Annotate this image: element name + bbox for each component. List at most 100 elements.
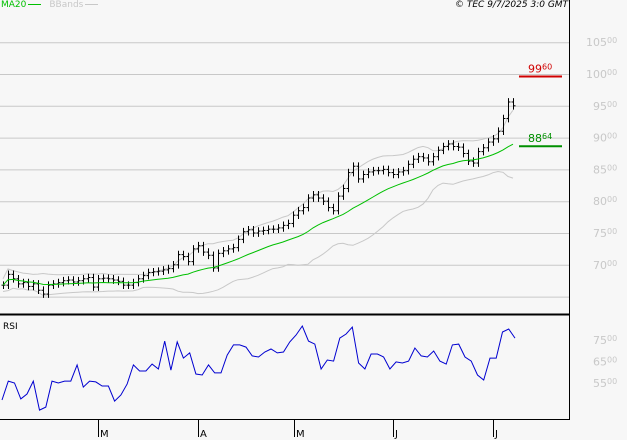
rsi-axis-label: 5500: [593, 377, 617, 390]
level-markers: 9960 8864: [519, 63, 562, 148]
price-bar: [181, 250, 186, 261]
price-bar: [206, 248, 211, 260]
lower-band: [2, 170, 514, 296]
price-bar: [136, 274, 141, 287]
legend: MA20 BBands: [1, 0, 99, 10]
price-bar: [261, 226, 266, 235]
price-axis-label-sup: 00: [607, 195, 617, 204]
price-axis-label-main: 90: [593, 132, 607, 145]
price-bar: [156, 267, 161, 276]
price-bar: [251, 226, 256, 237]
price-bar: [476, 147, 481, 167]
price-bar: [411, 155, 416, 169]
price-bar: [276, 224, 281, 233]
price-bar: [241, 227, 246, 244]
price-bar: [236, 235, 241, 252]
price-bar: [361, 170, 366, 183]
price-bar: [506, 98, 511, 123]
price-bar: [491, 135, 496, 146]
price-bar: [366, 168, 371, 179]
price-bar: [341, 184, 346, 200]
support-label-main: 88: [528, 132, 542, 145]
price-bar: [106, 274, 111, 283]
price-axis-label-main: 85: [593, 163, 607, 176]
copyright-text: © TEC 9/7/2025 3:0 GMT: [455, 0, 569, 10]
price-bar: [246, 226, 251, 236]
rsi-line: [1, 324, 516, 411]
price-bar: [496, 127, 501, 143]
price-bar: [221, 246, 226, 258]
legend-ma20: MA20: [1, 0, 42, 10]
price-bar: [331, 203, 336, 215]
rsi-title: RSI: [3, 322, 18, 332]
price-bar: [301, 203, 306, 215]
price-bar: [431, 152, 436, 166]
price-bar: [271, 225, 276, 233]
upper-band: [2, 109, 514, 280]
legend-bbands-label: BBands: [49, 0, 84, 10]
price-bar: [211, 251, 216, 272]
price-bar: [146, 268, 151, 280]
price-bar: [11, 270, 16, 283]
price-bar: [231, 243, 236, 253]
price-bar: [436, 146, 441, 161]
price-bar: [66, 276, 71, 285]
month-label: J: [394, 429, 398, 440]
price-bar: [256, 227, 261, 237]
price-bar: [351, 162, 356, 177]
price-axis-label: 9000: [593, 132, 617, 145]
price-bar: [446, 140, 451, 151]
price-bar: [421, 152, 426, 162]
rsi-axis-label: 6500: [593, 356, 617, 369]
support-label: 8864: [528, 132, 552, 145]
price-bar: [386, 165, 391, 177]
rsi-axis-label-main: 75: [593, 334, 607, 347]
price-bar: [171, 260, 176, 273]
price-axis-label-main: 105: [586, 36, 607, 49]
rsi-axis-label-sup: 00: [607, 356, 617, 365]
ma20-line: [2, 143, 514, 286]
price-bars: [1, 98, 516, 298]
price-bar: [56, 278, 61, 288]
month-label: J: [494, 429, 498, 440]
price-axis-label-main: 70: [593, 259, 607, 272]
rsi-axis-label-sup: 00: [607, 377, 617, 386]
price-axis-label: 10500: [586, 36, 617, 49]
price-bar: [336, 192, 341, 215]
price-axis-label: 10000: [586, 68, 617, 81]
price-bar: [486, 138, 491, 152]
price-bar: [416, 152, 421, 164]
price-bar: [151, 267, 156, 277]
rsi-axis-label-main: 55: [593, 377, 607, 390]
support-label-sup: 64: [542, 132, 552, 141]
resistance-label-main: 99: [528, 63, 542, 76]
price-axis-label-main: 95: [593, 100, 607, 113]
price-bar: [451, 140, 456, 151]
rsi-axis-label: 7500: [593, 334, 617, 347]
price-bar: [61, 276, 66, 287]
price-axis-label-main: 100: [586, 68, 607, 81]
legend-ma20-label: MA20: [1, 0, 27, 10]
price-bar: [501, 114, 506, 136]
price-bar: [186, 252, 191, 266]
ma20-polyline: [2, 143, 514, 286]
price-bar: [376, 166, 381, 175]
price-bar: [216, 249, 221, 272]
price-axis-label: 7000: [593, 259, 617, 272]
price-bar: [391, 168, 396, 179]
price-bar: [291, 211, 296, 228]
price-bar: [456, 142, 461, 151]
price-bar: [296, 206, 301, 220]
price-bar: [176, 250, 181, 269]
price-bar: [356, 162, 361, 183]
price-bar: [286, 219, 291, 230]
price-bar: [371, 166, 376, 176]
price-bar: [406, 160, 411, 175]
price-bar: [191, 245, 196, 266]
rsi-axis-label-main: 65: [593, 356, 607, 369]
price-axis-label-sup: 00: [607, 68, 617, 77]
price-bar: [461, 143, 466, 158]
price-bar: [26, 278, 31, 291]
